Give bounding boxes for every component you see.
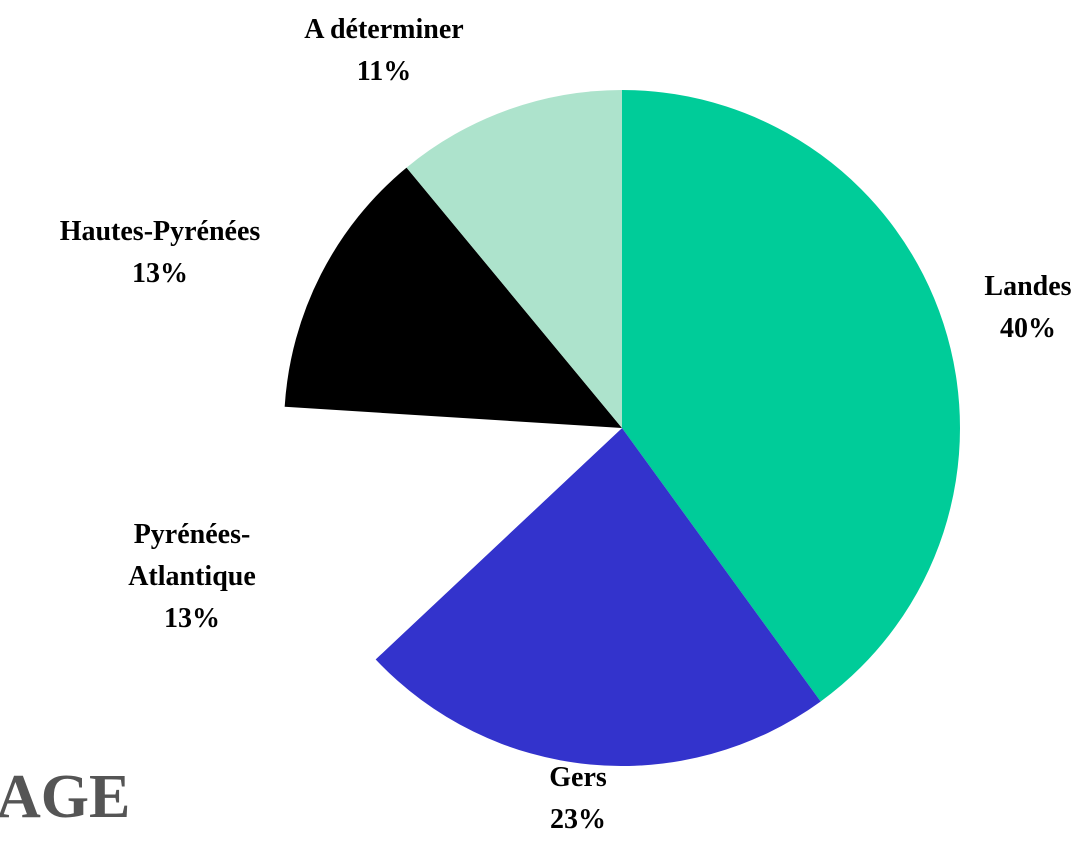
pie-slice bbox=[622, 90, 960, 702]
value-label: 13% bbox=[132, 258, 188, 289]
value-label: 11% bbox=[356, 56, 412, 87]
pie-slice bbox=[284, 406, 622, 660]
value-label: 13% bbox=[164, 603, 220, 634]
slice-label: Hautes-Pyrénées bbox=[59, 216, 261, 247]
pie-slice bbox=[284, 167, 622, 428]
slice-label: Landes bbox=[984, 271, 1072, 302]
pie-slice bbox=[406, 90, 622, 428]
pie-slice bbox=[375, 428, 821, 767]
slice-label: Pyrénées-Atlantique bbox=[128, 519, 256, 592]
slice-label: Gers bbox=[549, 762, 607, 793]
value-label: 40% bbox=[1000, 313, 1056, 344]
slice-label: A déterminer bbox=[304, 14, 464, 45]
annotation: AGE bbox=[0, 763, 131, 831]
value-label: 23% bbox=[550, 804, 606, 835]
